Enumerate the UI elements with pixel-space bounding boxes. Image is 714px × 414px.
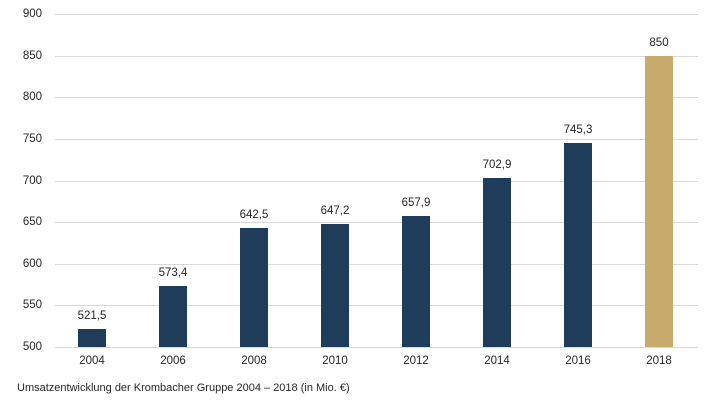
gridline	[55, 97, 698, 98]
bar-2010	[321, 224, 349, 347]
y-axis-tick-label: 900	[22, 8, 42, 20]
gridline	[55, 181, 698, 182]
x-axis-tick-label: 2014	[484, 355, 510, 367]
x-axis-tick-label: 2016	[565, 355, 591, 367]
bar-2006	[159, 286, 187, 347]
bar-value-label: 642,5	[239, 209, 269, 221]
y-axis-tick-label: 850	[22, 50, 42, 62]
gridline	[55, 305, 698, 306]
y-axis-tick-label: 750	[22, 133, 42, 145]
bar-value-label: 745,3	[563, 124, 593, 136]
gridline	[55, 264, 698, 265]
x-axis-tick-label: 2006	[160, 355, 186, 367]
plot-area: 500 550 600 650 700 750 800 850 900 521,5 2004 573,…	[22, 8, 698, 367]
bar-2014	[483, 178, 511, 347]
bar-value-label: 521,5	[77, 310, 107, 322]
bar-2012	[402, 216, 430, 347]
y-axis-tick-label: 700	[22, 175, 42, 187]
x-axis-tick-label: 2004	[79, 355, 105, 367]
gridline	[55, 347, 698, 348]
x-axis-tick-label: 2010	[322, 355, 348, 367]
bar-2004	[78, 329, 106, 347]
bar-value-label: 647,2	[320, 205, 350, 217]
y-axis-tick-label: 550	[22, 299, 42, 311]
gridline	[55, 139, 698, 140]
y-axis-tick-label: 500	[22, 341, 42, 353]
bar-value-label: 657,9	[401, 197, 431, 209]
x-axis-tick-label: 2012	[403, 355, 429, 367]
y-axis-tick-label: 800	[22, 91, 42, 103]
bar-value-label: 702,9	[482, 159, 512, 171]
y-axis-tick-label: 650	[22, 216, 42, 228]
bar-value-label: 573,4	[158, 267, 188, 279]
x-axis-tick-label: 2018	[646, 355, 672, 367]
gridline	[55, 222, 698, 223]
y-axis-tick-label: 600	[22, 258, 42, 270]
bar-2016	[564, 143, 592, 347]
x-axis-tick-label: 2008	[241, 355, 267, 367]
chart-caption: Umsatzentwicklung der Krombacher Gruppe …	[17, 382, 350, 394]
gridline	[55, 56, 698, 57]
bar-2008	[240, 228, 268, 347]
gridline	[55, 14, 698, 15]
bar-2018	[645, 56, 673, 347]
bar-value-label: 850	[649, 37, 669, 49]
